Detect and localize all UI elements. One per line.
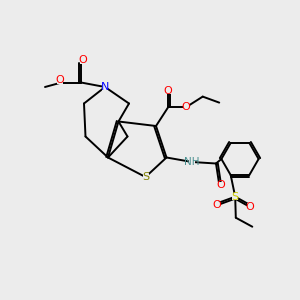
FancyBboxPatch shape: [165, 87, 171, 94]
Text: NH: NH: [184, 157, 200, 167]
FancyBboxPatch shape: [189, 158, 195, 166]
Text: O: O: [78, 55, 87, 65]
Text: O: O: [56, 75, 64, 85]
Text: N: N: [101, 82, 109, 92]
Text: O: O: [246, 202, 255, 212]
FancyBboxPatch shape: [142, 173, 148, 181]
Text: S: S: [232, 192, 239, 202]
FancyBboxPatch shape: [102, 83, 108, 91]
Text: S: S: [142, 172, 149, 182]
Text: O: O: [216, 180, 225, 190]
FancyBboxPatch shape: [80, 56, 85, 64]
FancyBboxPatch shape: [218, 182, 224, 189]
Text: O: O: [164, 85, 172, 96]
FancyBboxPatch shape: [232, 193, 238, 200]
FancyBboxPatch shape: [247, 203, 253, 210]
FancyBboxPatch shape: [57, 76, 63, 84]
FancyBboxPatch shape: [183, 103, 189, 111]
FancyBboxPatch shape: [214, 202, 220, 209]
Text: O: O: [182, 102, 190, 112]
Text: O: O: [213, 200, 222, 210]
